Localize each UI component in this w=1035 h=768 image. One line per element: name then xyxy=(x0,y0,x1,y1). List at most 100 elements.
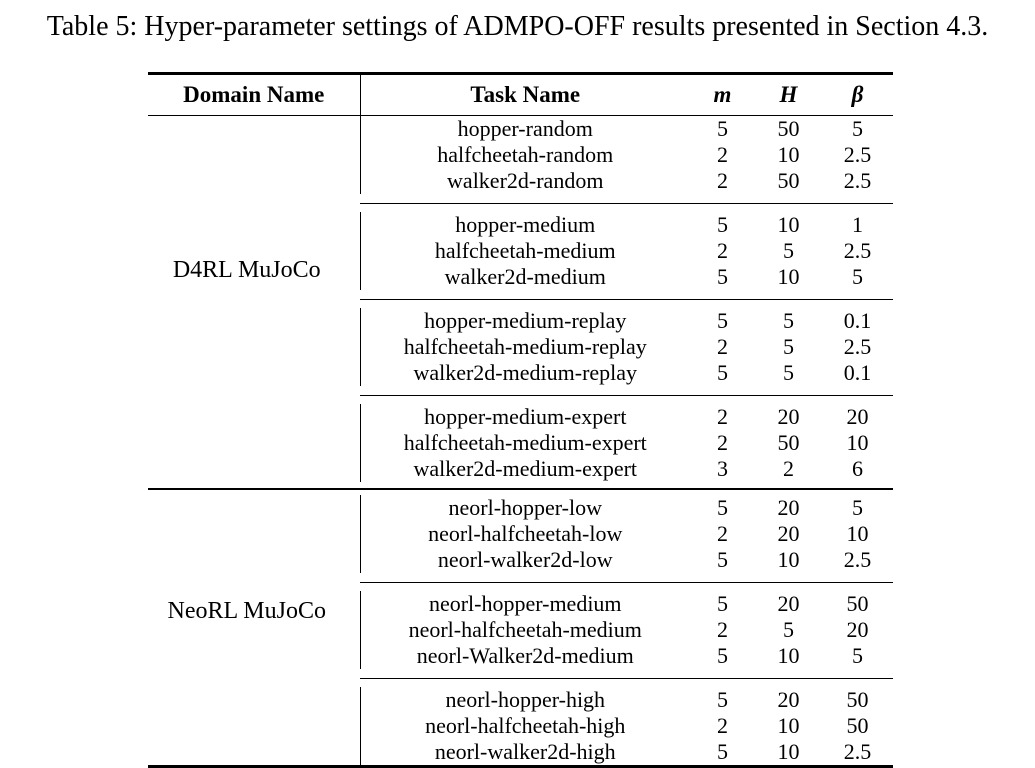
midrule-line xyxy=(360,298,893,300)
task-name-cell: neorl-hopper-high xyxy=(359,687,690,713)
task-name-cell: hopper-random xyxy=(359,115,690,142)
H-value-cell: 5 xyxy=(783,617,794,642)
beta-value-cell: 20 xyxy=(846,404,869,429)
beta-value-cell: 1 xyxy=(852,212,863,237)
header-row: Domain Name Task Name m H β xyxy=(148,73,893,116)
m-value-cell: 5 xyxy=(717,739,728,764)
H-value-cell: 2 xyxy=(783,456,794,481)
m-value-cell: 5 xyxy=(717,212,728,237)
m-value-cell: 2 xyxy=(717,334,728,359)
table-row: NeoRL MuJoCo neorl-hopper-low 5 20 5 xyxy=(148,495,893,624)
block-separator-row xyxy=(148,290,893,308)
H-value-cell: 5 xyxy=(783,238,794,263)
table-row: walker2d-random 2 50 2.5 xyxy=(148,168,893,194)
H-value-cell: 10 xyxy=(777,142,800,167)
table-row: halfcheetah-medium 2 5 2.5 xyxy=(148,238,893,264)
m-value-cell: 2 xyxy=(717,617,728,642)
block-separator-row xyxy=(148,386,893,404)
task-name-cell: hopper-medium xyxy=(359,212,690,238)
H-value-cell: 20 xyxy=(777,687,800,712)
table-row: D4RL MuJoCo hopper-random 5 50 5 xyxy=(148,115,893,283)
block-separator-rule xyxy=(360,386,893,404)
domain-cell: D4RL MuJoCo xyxy=(172,256,321,283)
table-row: neorl-Walker2d-medium 5 10 5 xyxy=(148,643,893,669)
task-name-cell: neorl-walker2d-high xyxy=(359,739,690,767)
beta-value-cell: 10 xyxy=(846,521,869,546)
beta-value-cell: 5 xyxy=(852,264,863,289)
beta-value-cell: 2.5 xyxy=(843,142,872,167)
block-separator-rule xyxy=(360,290,893,308)
block-separator-row xyxy=(148,573,893,591)
table-row: hopper-medium 5 10 1 xyxy=(148,212,893,238)
block-separator-rule xyxy=(360,669,893,687)
task-name-cell: halfcheetah-medium xyxy=(359,238,690,264)
m-value-cell: 5 xyxy=(717,495,728,520)
H-value-cell: 10 xyxy=(777,547,800,572)
beta-value-cell: 50 xyxy=(846,687,869,712)
H-value-cell: 10 xyxy=(777,264,800,289)
m-value-cell: 5 xyxy=(717,591,728,616)
m-value-cell: 5 xyxy=(717,360,728,385)
beta-value-cell: 5 xyxy=(852,643,863,668)
table-row: neorl-halfcheetah-high 2 10 50 xyxy=(148,713,893,739)
task-name-cell: neorl-walker2d-low xyxy=(359,547,690,573)
H-value-cell: 5 xyxy=(783,308,794,333)
m-value-cell: 5 xyxy=(717,687,728,712)
H-value-cell: 20 xyxy=(777,521,800,546)
beta-value-cell: 5 xyxy=(852,495,863,520)
beta-value-cell: 50 xyxy=(846,713,869,738)
header-task-name: Task Name xyxy=(359,73,690,116)
H-value-cell: 20 xyxy=(777,404,800,429)
beta-value-cell: 0.1 xyxy=(843,360,872,385)
H-value-cell: 5 xyxy=(783,360,794,385)
H-value-cell: 10 xyxy=(777,739,800,764)
table-row: neorl-hopper-high 5 20 50 xyxy=(148,687,893,713)
task-name-cell: neorl-halfcheetah-medium xyxy=(359,617,690,643)
task-name-cell: neorl-hopper-medium xyxy=(359,591,690,617)
beta-value-cell: 0.1 xyxy=(843,308,872,333)
block-separator-row xyxy=(148,669,893,687)
hyperparameter-table: Domain Name Task Name m H β D4RL MuJoCo h… xyxy=(148,72,893,768)
beta-value-cell: 10 xyxy=(846,430,869,455)
header-m: m xyxy=(690,73,755,116)
table-row: neorl-walker2d-low 5 10 2.5 xyxy=(148,547,893,573)
midrule-line xyxy=(360,394,893,396)
beta-value-cell: 2.5 xyxy=(843,334,872,359)
table-caption: Table 5: Hyper-parameter settings of ADM… xyxy=(46,11,989,42)
task-name-cell: walker2d-random xyxy=(359,168,690,194)
table-row: halfcheetah-random 2 10 2.5 xyxy=(148,142,893,168)
beta-value-cell: 2.5 xyxy=(843,739,872,764)
table-row: hopper-medium-replay 5 5 0.1 xyxy=(148,308,893,334)
beta-value-cell: 2.5 xyxy=(843,168,872,193)
H-value-cell: 50 xyxy=(777,430,800,455)
m-value-cell: 2 xyxy=(717,404,728,429)
beta-value-cell: 6 xyxy=(852,456,863,481)
header-domain-name: Domain Name xyxy=(148,73,360,116)
m-value-cell: 2 xyxy=(717,238,728,263)
task-name-cell: neorl-Walker2d-medium xyxy=(359,643,690,669)
m-value-cell: 2 xyxy=(717,521,728,546)
midrule-line xyxy=(360,677,893,679)
section-separator-rule xyxy=(148,482,893,495)
H-value-cell: 20 xyxy=(777,495,800,520)
task-name-cell: walker2d-medium-expert xyxy=(359,456,690,482)
task-name-cell: halfcheetah-random xyxy=(359,142,690,168)
midrule-line xyxy=(360,581,893,583)
table-row: halfcheetah-medium-expert 2 50 10 xyxy=(148,430,893,456)
beta-value-cell: 2.5 xyxy=(843,547,872,572)
m-value-cell: 5 xyxy=(717,264,728,289)
m-value-cell: 2 xyxy=(717,430,728,455)
beta-value-cell: 5 xyxy=(852,116,863,141)
m-value-cell: 5 xyxy=(717,547,728,572)
task-name-cell: walker2d-medium xyxy=(359,264,690,290)
m-value-cell: 3 xyxy=(717,456,728,481)
m-value-cell: 5 xyxy=(717,116,728,141)
table-row: neorl-walker2d-high 5 10 2.5 xyxy=(148,739,893,767)
block-separator-rule xyxy=(360,573,893,591)
m-value-cell: 5 xyxy=(717,643,728,668)
table-row: walker2d-medium-replay 5 5 0.1 xyxy=(148,360,893,386)
block-separator-row xyxy=(148,194,893,212)
H-value-cell: 50 xyxy=(777,168,800,193)
task-name-cell: hopper-medium-expert xyxy=(359,404,690,430)
H-value-cell: 5 xyxy=(783,334,794,359)
